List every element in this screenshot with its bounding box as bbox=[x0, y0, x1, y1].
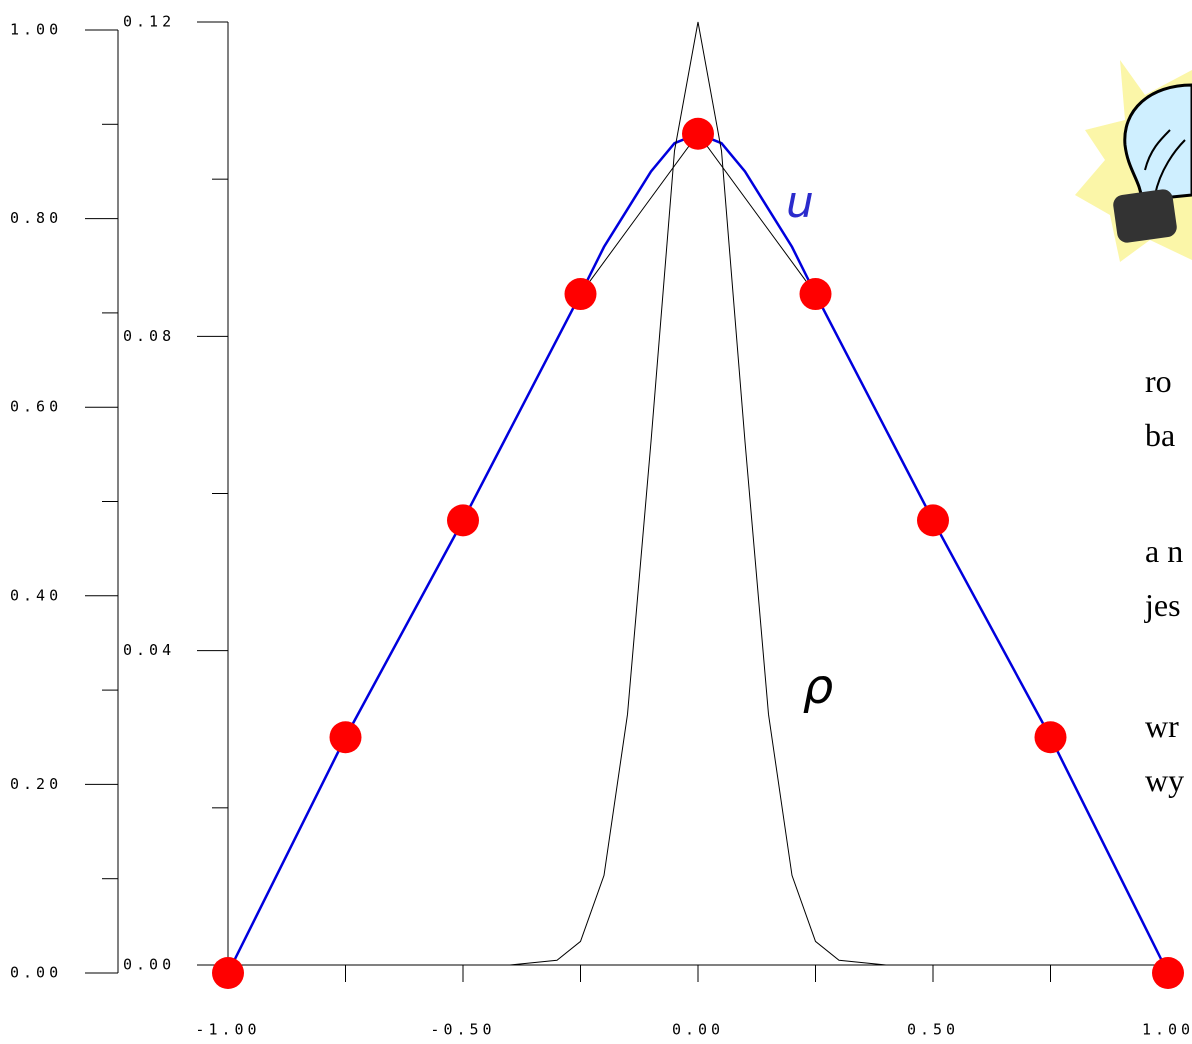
annotation: ρ bbox=[803, 659, 833, 715]
side-text: jes bbox=[1144, 587, 1181, 623]
side-text: a n bbox=[1145, 533, 1183, 569]
side-text: ro bbox=[1145, 363, 1172, 399]
side-text: ba bbox=[1145, 417, 1175, 453]
x-tick-label: -1.00 bbox=[195, 1021, 260, 1039]
node-marker bbox=[917, 504, 949, 537]
x-tick-label: 0.00 bbox=[672, 1021, 724, 1039]
annotation: u bbox=[786, 177, 814, 228]
y-tick-label: 1.00 bbox=[10, 21, 62, 39]
series-line bbox=[228, 21, 1168, 966]
bulb-base bbox=[1113, 189, 1177, 243]
node-marker bbox=[447, 504, 479, 537]
y-tick-label: 0.00 bbox=[10, 964, 62, 982]
node-marker bbox=[212, 957, 244, 989]
x-tick-label: -0.50 bbox=[430, 1021, 495, 1039]
node-marker bbox=[329, 721, 362, 754]
y-tick-label: 0.60 bbox=[10, 398, 62, 416]
filament bbox=[1144, 129, 1186, 196]
side-text: wr bbox=[1145, 708, 1179, 744]
y2-tick-label: 0.00 bbox=[123, 956, 175, 974]
y2-tick-label: 0.04 bbox=[123, 641, 175, 659]
node-marker bbox=[564, 278, 597, 311]
y-tick-label: 0.80 bbox=[10, 209, 62, 227]
node-marker bbox=[1152, 957, 1184, 989]
x-tick-label: 1.00 bbox=[1142, 1021, 1192, 1039]
series-line bbox=[226, 132, 1170, 974]
node-marker bbox=[1034, 721, 1067, 754]
side-text: wy bbox=[1145, 762, 1184, 798]
node-marker bbox=[682, 117, 714, 150]
y2-tick-label: 0.12 bbox=[123, 13, 175, 31]
y-tick-label: 0.40 bbox=[10, 586, 62, 604]
y2-tick-label: 0.08 bbox=[123, 327, 175, 345]
x-tick-label: 0.50 bbox=[907, 1021, 959, 1039]
lightbulb-icon bbox=[1075, 60, 1192, 262]
y-tick-label: 0.20 bbox=[10, 775, 62, 793]
node-marker bbox=[799, 278, 832, 311]
series-line bbox=[227, 132, 1169, 974]
